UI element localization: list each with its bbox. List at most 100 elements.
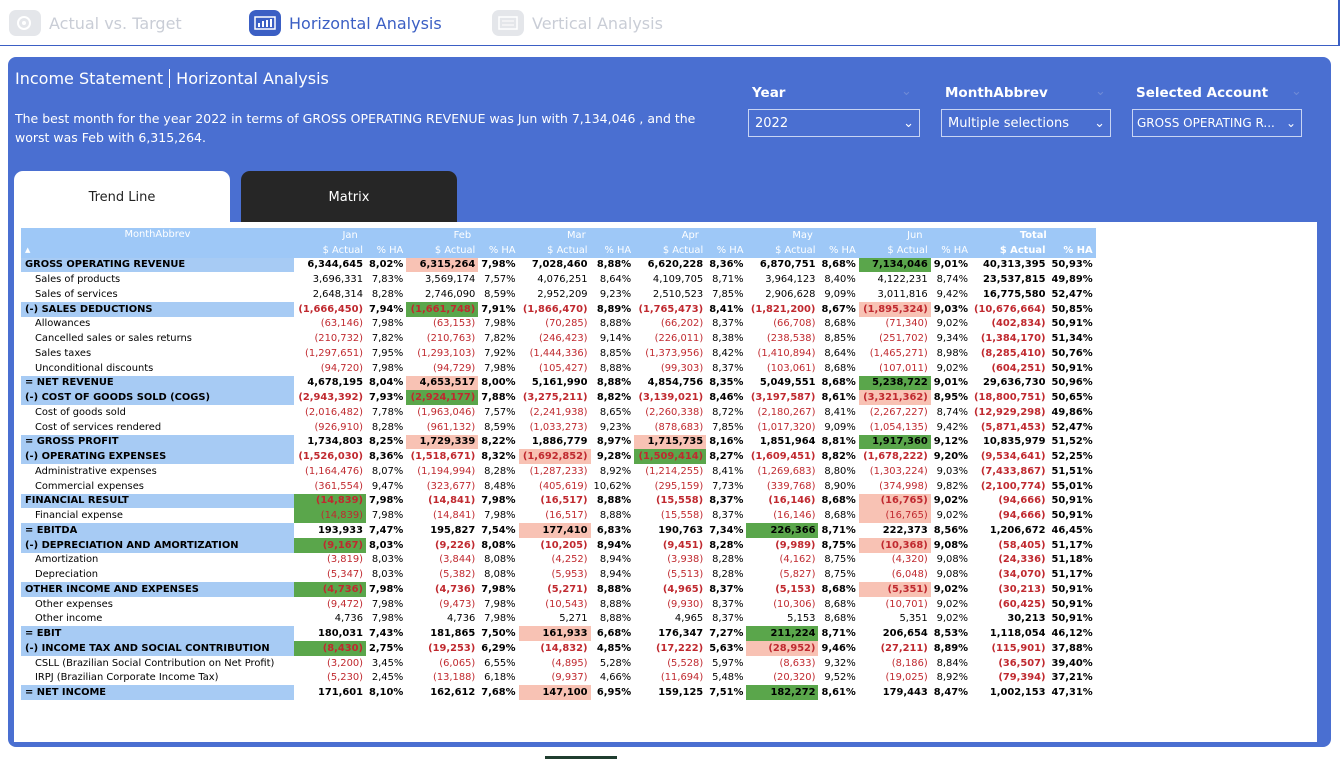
table-row[interactable]: = EBITDA 193,933 7,47% 195,827 7,54% 177,410 6… (21, 523, 1096, 538)
actual-cell: (1,666,450) (298, 303, 363, 315)
actual-cell: 4,736 (334, 613, 363, 625)
nav-horizontal-analysis[interactable]: Horizontal Analysis (249, 10, 442, 36)
actual-cell: 4,653,517 (406, 375, 479, 391)
actual-cell: 6,315,264 (406, 257, 479, 273)
table-row[interactable]: Financial expense (14,839) 7,98% (14,841) 7,… (21, 508, 1096, 523)
table-row[interactable]: Other expenses (9,472) 7,98% (9,473) 7,98% (1… (21, 597, 1096, 612)
ha-cell: 8,82% (821, 451, 856, 463)
table-row[interactable]: = GROSS PROFIT 1,734,803 8,25% 1,729,339 8,2… (21, 434, 1096, 450)
month-dropdown[interactable]: Multiple selections ⌄ (941, 109, 1111, 137)
account-dropdown[interactable]: GROSS OPERATING R... ⌄ (1132, 109, 1302, 137)
ha-cell: 8,80% (824, 465, 856, 477)
ha-cell: 8,56% (933, 524, 968, 536)
row-label: (-) OPERATING EXPENSES (21, 449, 294, 464)
title-divider (169, 69, 171, 88)
table-row[interactable]: (-) COST OF GOODS SOLD (COGS) (2,943,392)… (21, 390, 1096, 405)
actual-header[interactable]: $ Actual (662, 244, 704, 256)
actual-cell: (2,924,177) (406, 390, 479, 405)
actual-header[interactable]: $ Actual (775, 244, 816, 256)
row-label: (-) DEPRECIATION AND AMORTIZATION (21, 537, 294, 553)
actual-cell: (251,702) (879, 333, 928, 345)
ha-header[interactable]: % HA (829, 244, 856, 256)
row-label: Commercial expenses (35, 480, 144, 492)
table-row[interactable]: (-) OPERATING EXPENSES (1,526,030) 8,36% (1… (21, 449, 1096, 464)
table-row[interactable]: Cost of goods sold (2,016,482) 7,78% (1,963… (21, 405, 1096, 420)
ha-header[interactable]: % HA (716, 244, 744, 256)
table-row[interactable]: Other income 4,736 7,98% 4,736 7,98% 5,271 8,8… (21, 612, 1096, 627)
table-row[interactable]: Sales of services 2,648,314 8,28% 2,746,090… (21, 287, 1096, 302)
ha-cell: 52,47% (1051, 421, 1093, 433)
ha-cell: 50,85% (1051, 303, 1093, 315)
actual-cell: (99,303) (660, 362, 704, 374)
ha-cell: 7,95% (371, 347, 404, 359)
actual-cell: (94,720) (320, 362, 363, 374)
actual-header[interactable]: $ Actual (887, 244, 928, 256)
actual-cell: (30,213) (998, 583, 1046, 595)
actual-cell: (5,827) (779, 569, 816, 581)
ha-cell: 50,93% (1051, 259, 1093, 271)
actual-cell: 3,011,816 (877, 288, 928, 300)
table-row[interactable]: Depreciation (5,347) 8,03% (5,382) 8,08% (5,9… (21, 567, 1096, 582)
ha-header[interactable]: % HA (1063, 244, 1093, 256)
ha-cell: 9,01% (933, 259, 968, 271)
actual-header[interactable]: $ Actual (434, 244, 476, 256)
row-label: = NET INCOME (21, 685, 294, 700)
actual-cell: 162,612 (430, 687, 476, 699)
ha-cell: 8,71% (821, 628, 856, 640)
ha-cell: 55,01% (1051, 480, 1093, 492)
table-row[interactable]: CSLL (Brazilian Social Contribution on N… (21, 656, 1096, 671)
nav-actual-vs-target[interactable]: Actual vs. Target (9, 10, 182, 36)
actual-cell: (1,821,200) (750, 303, 816, 315)
table-row[interactable]: IRPJ (Brazilian Corporate Income Tax) (5,… (21, 671, 1096, 686)
table-row[interactable]: Administrative expenses (1,164,476) 8,07% (… (21, 464, 1096, 479)
actual-cell: 4,122,231 (877, 274, 928, 286)
year-dropdown[interactable]: 2022 ⌄ (748, 109, 920, 137)
actual-cell: (5,271) (547, 583, 588, 595)
ha-cell: 8,88% (599, 613, 632, 625)
ha-header[interactable]: % HA (488, 244, 516, 256)
actual-cell: (604,251) (991, 362, 1046, 374)
table-row[interactable]: Sales of products 3,696,331 7,83% 3,569,174… (21, 272, 1096, 287)
sort-up-icon[interactable]: ▲ (25, 245, 31, 254)
actual-header[interactable]: $ Actual (999, 244, 1046, 256)
table-row[interactable]: (-) SALES DEDUCTIONS (1,666,450) 7,94% (1,6… (21, 301, 1096, 317)
table-row[interactable]: FINANCIAL RESULT (14,839) 7,98% (14,841) 7,9… (21, 493, 1096, 509)
ha-cell: 7,73% (712, 480, 744, 492)
table-row[interactable]: GROSS OPERATING REVENUE 6,344,645 8,02% 6,3… (21, 257, 1096, 273)
table-row[interactable]: Cost of services rendered (926,910) 8,28% (… (21, 420, 1096, 435)
ha-header[interactable]: % HA (941, 244, 968, 256)
tab-matrix[interactable]: Matrix (241, 171, 457, 223)
nav-vertical-analysis[interactable]: Vertical Analysis (492, 10, 663, 36)
table-row[interactable]: = NET INCOME 171,601 8,10% 162,612 7,68% 147,… (21, 685, 1096, 700)
ha-cell: 8,00% (481, 377, 516, 389)
row-label: = EBITDA (21, 523, 294, 538)
table-row[interactable]: Cancelled sales or sales returns (210,732… (21, 331, 1096, 346)
table-row[interactable]: Commercial expenses (361,554) 9,47% (323,67… (21, 479, 1096, 494)
row-header[interactable]: MonthAbbrev ▲ (21, 228, 294, 258)
table-row[interactable]: (-) INCOME TAX AND SOCIAL CONTRIBUTION (8… (21, 641, 1096, 656)
ha-cell: 8,92% (599, 465, 632, 477)
actual-header[interactable]: $ Actual (322, 244, 363, 256)
actual-cell: (238,538) (766, 333, 816, 345)
actual-cell: (1,303,224) (869, 465, 928, 477)
table-row[interactable]: Sales taxes (1,297,651) 7,95% (1,293,103) 7,… (21, 346, 1096, 361)
ha-cell: 8,88% (596, 377, 632, 389)
table-row[interactable]: Amortization (3,819) 8,03% (3,844) 8,08% (4,2… (21, 553, 1096, 568)
ha-cell: 8,82% (596, 392, 632, 404)
table-row[interactable]: = NET REVENUE 4,678,195 8,04% 4,653,517 8,00… (21, 375, 1096, 391)
table-row[interactable]: Unconditional discounts (94,720) 7,98% (94,… (21, 361, 1096, 376)
ha-header[interactable]: % HA (604, 244, 632, 256)
ha-cell: 8,75% (821, 539, 856, 551)
actual-header[interactable]: $ Actual (547, 244, 588, 256)
table-row[interactable]: (-) DEPRECIATION AND AMORTIZATION (9,167)… (21, 537, 1096, 553)
report-nav-bar: Actual vs. Target Horizontal Analysis Ve… (0, 0, 1340, 46)
ha-header[interactable]: % HA (376, 244, 404, 256)
actual-cell: (94,666) (998, 495, 1046, 507)
ha-cell: 8,90% (824, 480, 856, 492)
tab-trend-line[interactable]: Trend Line (14, 171, 230, 223)
row-label: Unconditional discounts (35, 362, 154, 374)
table-row[interactable]: OTHER INCOME AND EXPENSES (4,736) 7,98% (4,… (21, 582, 1096, 597)
actual-cell: (210,763) (426, 333, 476, 345)
table-row[interactable]: Allowances (63,146) 7,98% (63,153) 7,98% (70,… (21, 317, 1096, 332)
table-row[interactable]: = EBIT 180,031 7,43% 181,865 7,50% 161,933 6,6… (21, 626, 1096, 641)
